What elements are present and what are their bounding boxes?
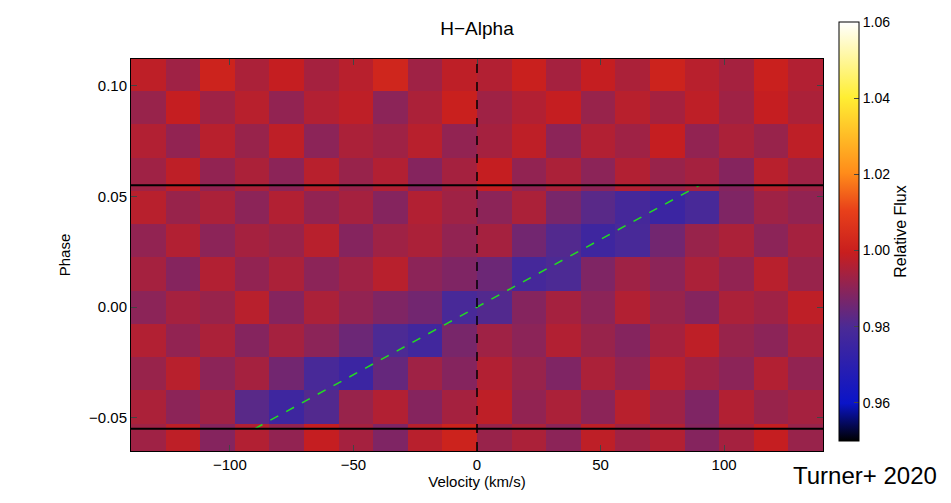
svg-text:0.00: 0.00 [98,298,127,315]
svg-text:1.00: 1.00 [863,242,890,258]
svg-text:0.96: 0.96 [863,395,890,411]
svg-text:50: 50 [592,456,609,473]
svg-text:0: 0 [473,456,481,473]
svg-text:−100: −100 [213,456,247,473]
svg-text:−0.05: −0.05 [89,409,127,426]
svg-text:1.06: 1.06 [863,14,890,30]
svg-text:0.05: 0.05 [98,188,127,205]
svg-text:1.04: 1.04 [863,90,890,106]
svg-text:−50: −50 [341,456,366,473]
svg-text:H−Alpha: H−Alpha [440,18,514,39]
svg-text:100: 100 [712,456,737,473]
svg-text:Velocity (km/s): Velocity (km/s) [428,473,526,490]
svg-text:0.98: 0.98 [863,319,890,335]
svg-text:1.02: 1.02 [863,166,890,182]
svg-text:Relative Flux: Relative Flux [892,185,909,277]
svg-text:0.10: 0.10 [98,77,127,94]
svg-text:Turner+ 2020: Turner+ 2020 [793,462,937,489]
svg-text:Phase: Phase [56,234,73,277]
